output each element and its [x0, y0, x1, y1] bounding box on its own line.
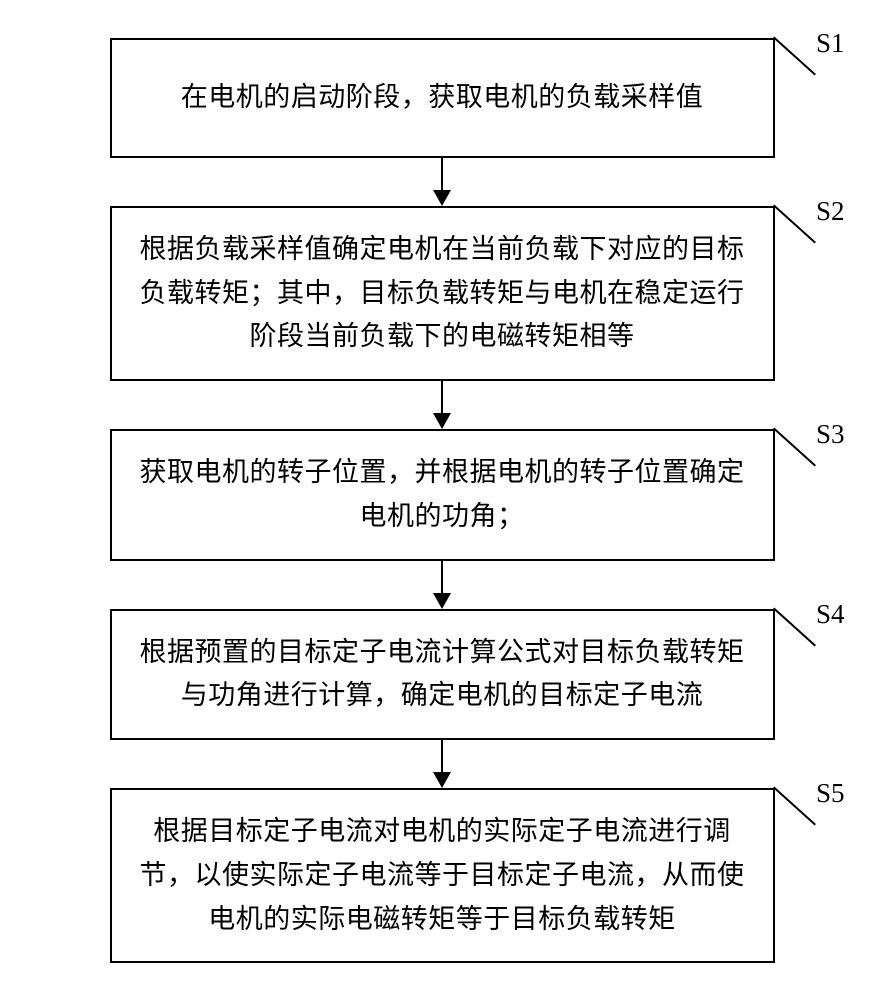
step-box-s5: S5 根据目标定子电流对电机的实际定子电流进行调节，以使实际定子电流等于目标定子… — [110, 788, 775, 963]
step-text: 在电机的启动阶段，获取电机的负载采样值 — [181, 76, 704, 120]
step-text: 根据目标定子电流对电机的实际定子电流进行调节，以使实际定子电流等于目标定子电流，… — [134, 810, 751, 941]
step-box-s2: S2 根据负载采样值确定电机在当前负载下对应的目标负载转矩；其中，目标负载转矩与… — [110, 206, 775, 381]
step-text: 根据负载采样值确定电机在当前负载下对应的目标负载转矩；其中，目标负载转矩与电机在… — [134, 228, 751, 359]
arrow-stem — [441, 158, 443, 191]
arrow — [433, 561, 451, 609]
flowchart: S1 在电机的启动阶段，获取电机的负载采样值 S2 根据负载采样值确定电机在当前… — [70, 38, 814, 963]
step-text: 根据预置的目标定子电流计算公式对目标负载转矩与功角进行计算，确定电机的目标定子电… — [134, 631, 751, 718]
label-connector — [773, 787, 816, 826]
step-box-s1: S1 在电机的启动阶段，获取电机的负载采样值 — [110, 38, 775, 158]
arrow-head-icon — [433, 190, 451, 206]
step-box-s3: S3 获取电机的转子位置，并根据电机的转子位置确定电机的功角； — [110, 429, 775, 560]
step-group: S4 根据预置的目标定子电流计算公式对目标负载转矩与功角进行计算，确定电机的目标… — [70, 609, 814, 788]
arrow — [433, 740, 451, 788]
arrow — [433, 381, 451, 429]
arrow — [433, 158, 451, 206]
step-group: S1 在电机的启动阶段，获取电机的负载采样值 — [70, 38, 814, 206]
step-text: 获取电机的转子位置，并根据电机的转子位置确定电机的功角； — [134, 451, 751, 538]
step-label: S2 — [816, 196, 845, 227]
arrow-head-icon — [433, 593, 451, 609]
step-box-s4: S4 根据预置的目标定子电流计算公式对目标负载转矩与功角进行计算，确定电机的目标… — [110, 609, 775, 740]
step-label: S1 — [816, 28, 845, 59]
step-label: S5 — [816, 778, 845, 809]
label-connector — [773, 205, 816, 244]
arrow-stem — [441, 740, 443, 773]
step-group: S3 获取电机的转子位置，并根据电机的转子位置确定电机的功角； — [70, 429, 814, 608]
step-group: S5 根据目标定子电流对电机的实际定子电流进行调节，以使实际定子电流等于目标定子… — [70, 788, 814, 963]
arrow-head-icon — [433, 413, 451, 429]
label-connector — [773, 37, 816, 76]
label-connector — [773, 607, 816, 646]
step-label: S4 — [816, 599, 845, 630]
arrow-stem — [441, 381, 443, 414]
step-group: S2 根据负载采样值确定电机在当前负载下对应的目标负载转矩；其中，目标负载转矩与… — [70, 206, 814, 429]
step-label: S3 — [816, 419, 845, 450]
arrow-stem — [441, 561, 443, 594]
arrow-head-icon — [433, 772, 451, 788]
label-connector — [773, 428, 816, 467]
